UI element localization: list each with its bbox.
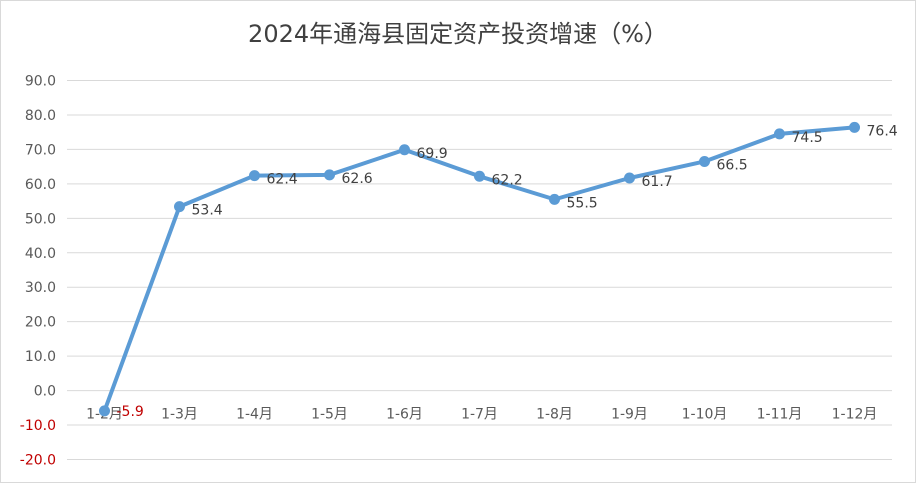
- data-label: 69.9: [417, 146, 448, 162]
- y-tick-label: 70.0: [25, 142, 56, 158]
- y-tick-label: 0.0: [34, 384, 56, 400]
- data-label: 66.5: [717, 157, 748, 173]
- x-tick-label: 1-9月: [611, 407, 648, 423]
- data-point: [849, 121, 860, 133]
- data-point: [249, 170, 260, 182]
- y-tick-label: -20.0: [20, 453, 56, 469]
- data-point: [774, 128, 785, 140]
- x-tick-label: 1-8月: [536, 407, 573, 423]
- y-tick-label: 50.0: [25, 211, 56, 227]
- data-label: 76.4: [867, 123, 898, 139]
- chart-title: 2024年通海县固定资产投资增速（%）: [248, 20, 668, 48]
- data-point: [324, 169, 335, 181]
- data-label: 61.7: [642, 174, 673, 190]
- data-point: [474, 170, 485, 182]
- data-label: 55.5: [567, 195, 598, 211]
- data-label: 62.4: [267, 172, 298, 188]
- x-tick-label: 1-7月: [461, 407, 498, 423]
- data-point: [99, 405, 110, 417]
- y-tick-label: 60.0: [25, 177, 56, 193]
- data-label: 53.4: [192, 203, 223, 219]
- y-tick-label: 40.0: [25, 246, 56, 262]
- y-tick-label: 80.0: [25, 108, 56, 124]
- data-point: [174, 201, 185, 213]
- data-point: [549, 193, 560, 205]
- x-tick-label: 1-6月: [386, 407, 423, 423]
- data-label: 62.6: [342, 171, 373, 187]
- data-label: 62.2: [492, 172, 523, 188]
- x-tick-label: 1-11月: [757, 407, 803, 423]
- x-tick-label: 1-10月: [682, 407, 728, 423]
- data-point: [399, 144, 410, 156]
- y-tick-label: 10.0: [25, 349, 56, 365]
- y-tick-label: 30.0: [25, 280, 56, 296]
- x-tick-label: 1-3月: [161, 407, 198, 423]
- data-label: -5.9: [117, 404, 144, 420]
- y-tick-label: 20.0: [25, 315, 56, 331]
- x-tick-label: 1-5月: [311, 407, 348, 423]
- data-point: [624, 172, 635, 184]
- y-tick-label: 90.0: [25, 74, 56, 90]
- x-tick-label: 1-4月: [236, 407, 273, 423]
- data-point: [699, 155, 710, 167]
- y-tick-label: -10.0: [20, 418, 56, 434]
- data-label: 74.5: [792, 130, 823, 146]
- x-tick-label: 1-12月: [832, 407, 878, 423]
